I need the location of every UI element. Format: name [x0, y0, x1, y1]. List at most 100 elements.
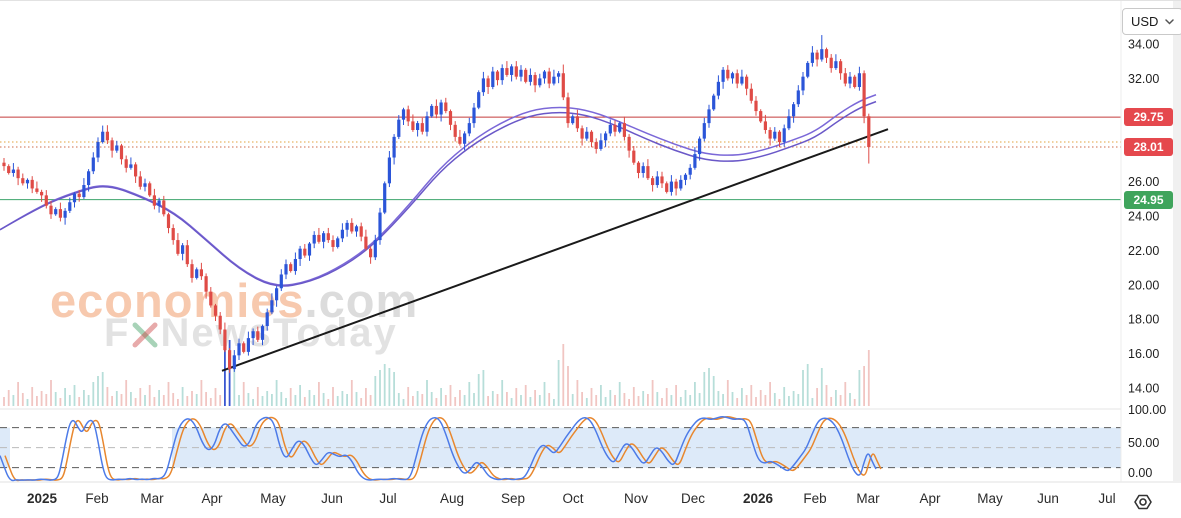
candle-body	[176, 240, 180, 254]
candle-body	[792, 104, 796, 117]
candle-body	[749, 88, 753, 101]
volume-bar	[806, 364, 809, 406]
volume-bar	[379, 370, 381, 406]
volume-bar	[853, 399, 856, 406]
volume-bar	[40, 391, 43, 406]
candle-body	[209, 291, 213, 306]
volume-bar	[468, 382, 471, 406]
candle-body	[411, 121, 415, 130]
volume-bar	[299, 385, 301, 406]
volume-bar	[195, 394, 198, 406]
volume-bar	[332, 387, 334, 406]
candle-body	[289, 264, 293, 272]
volume-bar	[820, 368, 823, 406]
volume-bar	[656, 392, 659, 406]
volume-bar	[369, 395, 372, 406]
date-axis-labels: 2025 Feb Mar Apr May Jun Jul Aug Sep Oct Nov Dec 202…	[27, 491, 1116, 506]
volume-bar	[360, 398, 363, 406]
candle-body	[228, 350, 232, 370]
candle-body	[618, 123, 622, 132]
resistance-price-badge: 29.75	[1124, 108, 1173, 126]
candle-body	[674, 181, 678, 189]
volume-bar	[412, 396, 414, 406]
volume-bar	[252, 399, 254, 406]
candle-body	[542, 71, 547, 79]
date-tick-label: Mar	[140, 491, 164, 506]
candle-body	[834, 61, 838, 69]
oscillator-tick-label: 100.00	[1128, 403, 1166, 417]
candle-body	[35, 188, 39, 192]
candle-body	[660, 176, 664, 184]
settings-icon[interactable]	[1132, 491, 1154, 513]
volume-bar	[148, 385, 151, 406]
candle-body	[16, 169, 20, 179]
volume-bar	[548, 393, 551, 406]
volume-bar	[233, 368, 236, 406]
candle-body	[213, 305, 218, 316]
volume-bar	[83, 390, 85, 406]
candle-body	[322, 233, 326, 242]
candle-body	[293, 259, 297, 272]
volume-bar	[407, 387, 410, 406]
volume-bar	[745, 395, 748, 406]
volume-bar	[684, 390, 687, 406]
volume-bar	[388, 368, 391, 406]
volume-bar	[609, 390, 612, 406]
candle-body	[392, 136, 396, 158]
candle-body	[110, 140, 114, 151]
candle-body	[843, 73, 847, 84]
volume-bar	[318, 382, 320, 406]
candle-body	[472, 107, 476, 124]
volume-bar	[736, 398, 739, 406]
volume-bar	[228, 340, 231, 406]
volume-bar	[722, 394, 724, 406]
volume-bar	[449, 385, 452, 406]
candle-body	[857, 73, 861, 87]
candle-body	[82, 185, 86, 198]
volume-bar	[177, 399, 179, 406]
volume-bar	[7, 390, 10, 406]
date-tick-label: Jun	[1037, 491, 1059, 506]
date-tick-label: Dec	[681, 491, 705, 506]
candle-body	[7, 166, 11, 173]
candle-body	[279, 274, 283, 289]
volume-bar	[214, 388, 217, 406]
candle-body	[397, 119, 401, 137]
candle-body	[467, 123, 471, 134]
candle-body	[796, 90, 800, 105]
currency-selector[interactable]: USD	[1122, 8, 1181, 35]
volume-bar	[543, 382, 546, 406]
volume-bar	[703, 372, 706, 406]
candle-body	[594, 142, 598, 149]
volume-bar	[477, 374, 480, 406]
volume-bar	[750, 385, 753, 406]
candle-body	[260, 326, 265, 340]
candle-body	[218, 315, 222, 330]
volume-bar	[595, 395, 598, 406]
candle-body	[312, 234, 316, 244]
candle-body	[40, 191, 44, 196]
candle-body	[105, 131, 109, 141]
date-tick-label: Nov	[624, 491, 648, 506]
price-tick-label: 34.00	[1128, 38, 1159, 52]
volume-bar	[835, 390, 837, 406]
volume-bar	[397, 393, 400, 406]
volume-bar	[209, 398, 212, 406]
candle-body	[641, 166, 645, 173]
oscillator-tick-label: 50.00	[1128, 436, 1159, 450]
volume-bar	[726, 380, 729, 406]
candle-body	[369, 248, 373, 258]
volume-bar	[534, 390, 536, 406]
volume-bar	[867, 350, 870, 406]
volume-bar	[374, 376, 377, 406]
candle-body	[119, 145, 124, 160]
candle-body	[773, 131, 777, 139]
volume-bar	[59, 398, 62, 406]
volume-bar	[430, 392, 433, 406]
volume-bar	[863, 366, 865, 406]
candle-body	[439, 102, 443, 115]
price-tick-label: 22.00	[1128, 244, 1159, 258]
volume-bar	[242, 382, 245, 406]
volume-bar	[459, 390, 461, 406]
